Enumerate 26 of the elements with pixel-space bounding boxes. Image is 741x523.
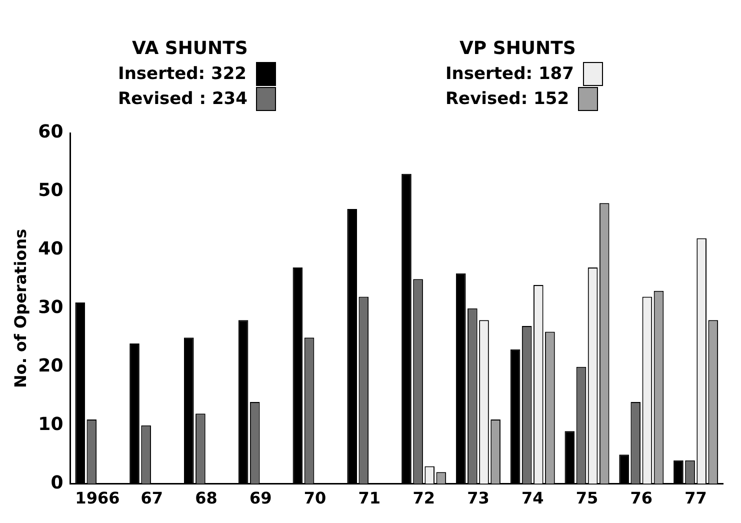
y-tick-label: 30 <box>38 297 64 318</box>
x-tick-label: 68 <box>195 488 218 508</box>
y-tick-label: 40 <box>38 238 64 260</box>
x-tick-label: 71 <box>358 488 381 508</box>
x-tick-label: 1966 <box>75 488 120 508</box>
y-tick-label: 60 <box>38 122 64 143</box>
legend-label: Inserted: 187 <box>445 64 574 84</box>
text: VA SHUNTS <box>132 38 248 59</box>
x-tick-label: 74 <box>521 488 544 508</box>
x-tick-label: 73 <box>467 488 490 508</box>
y-tick-label: 50 <box>38 180 64 202</box>
x-tick-label: 72 <box>412 488 435 508</box>
y-tick-label: 20 <box>38 356 64 377</box>
legend-label: Inserted: 322 <box>118 64 246 84</box>
x-tick-label: 76 <box>630 488 653 508</box>
x-tick-label: 77 <box>684 488 707 508</box>
x-tick-label: 70 <box>304 488 326 508</box>
x-tick-label: 67 <box>140 488 163 508</box>
legend-label: Revised: 152 <box>445 89 570 109</box>
x-tick-label: 75 <box>576 488 598 508</box>
x-tick-label: 69 <box>250 488 272 508</box>
y-axis-title: No. of Operations <box>10 228 30 388</box>
legend-label: Revised : 234 <box>118 89 248 109</box>
y-tick-label: 10 <box>38 414 64 436</box>
text: VP SHUNTS <box>459 38 576 59</box>
y-tick-label: 0 <box>50 472 64 494</box>
